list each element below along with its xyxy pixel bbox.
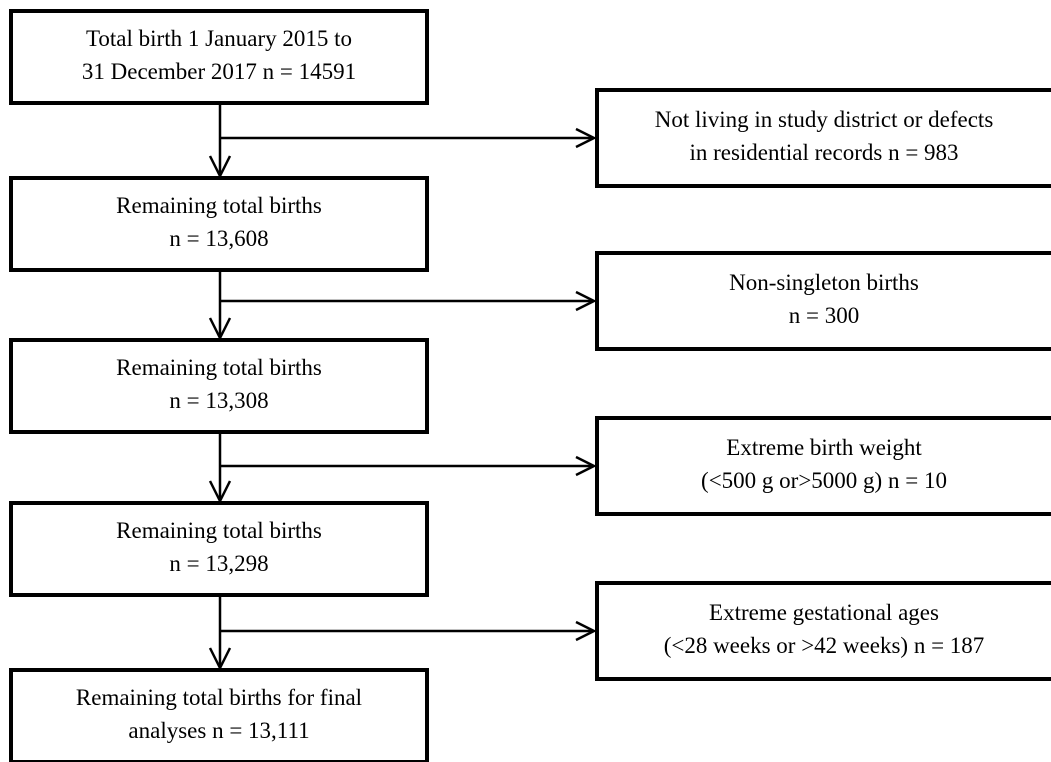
box-text: Not living in study district or defects [655,107,994,132]
flow-box [9,668,429,762]
box-text: Total birth 1 January 2015 to [86,26,352,51]
box-text: (<28 weeks or >42 weeks) n = 187 [664,633,985,658]
flow-box [9,9,429,105]
arrow-head [575,127,597,149]
box-text: n = 13,608 [169,226,268,251]
box-text: analyses n = 13,111 [128,718,309,743]
flow-box [595,581,1051,681]
box-text: Remaining total births [116,193,322,218]
flow-box [595,88,1051,188]
arrow-head [575,455,597,477]
box-text: n = 13,298 [169,551,268,576]
box-text: Remaining total births for final [76,685,362,710]
box-text: Remaining total births [116,518,322,543]
box-text: (<500 g or>5000 g) n = 10 [701,468,947,493]
flow-box [9,176,429,272]
box-text: Extreme birth weight [726,435,922,460]
flow-box [9,501,429,597]
arrow-head [575,620,597,642]
box-text: Non-singleton births [729,270,919,295]
box-text: n = 13,308 [169,388,268,413]
flow-box [595,251,1051,351]
flow-box [595,416,1051,516]
flow-box [9,338,429,434]
box-text: Extreme gestational ages [709,600,939,625]
box-text: Remaining total births [116,355,322,380]
box-text: n = 300 [789,303,859,328]
arrow-head [575,290,597,312]
box-text: in residential records n = 983 [689,140,958,165]
box-text: 31 December 2017 n = 14591 [82,59,356,84]
